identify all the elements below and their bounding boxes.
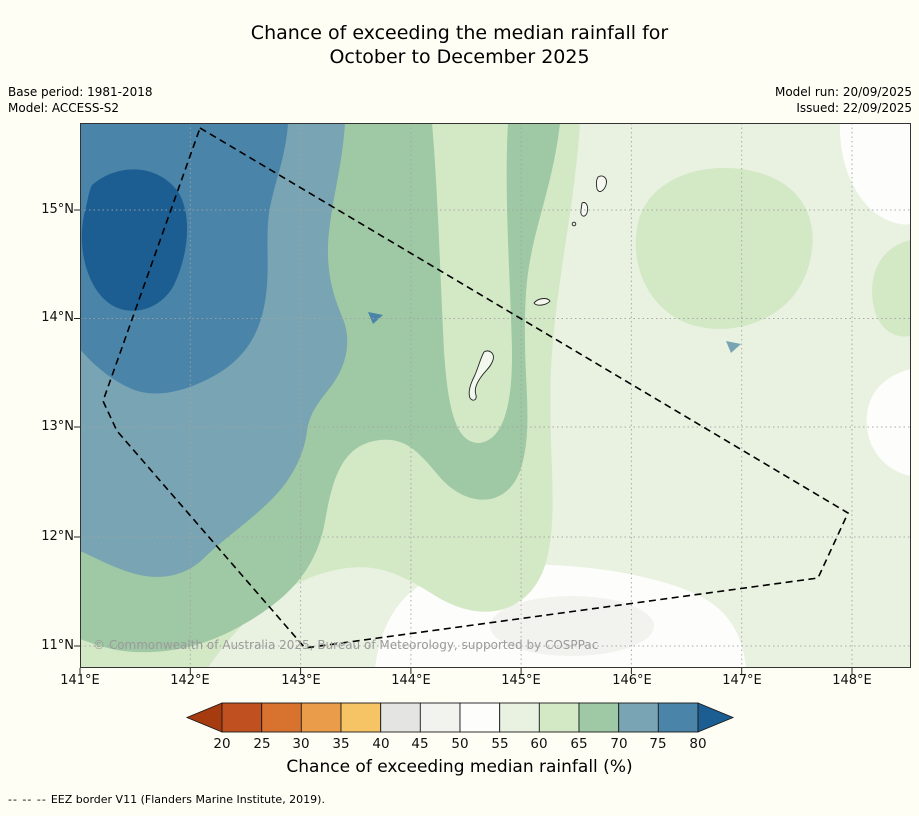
lon-tick-label: 148°E	[832, 673, 872, 688]
lat-tick-label: 14°N	[41, 310, 74, 325]
cbar-tick-label: 25	[253, 736, 271, 752]
chart-title-line1: Chance of exceeding the median rainfall …	[250, 22, 669, 44]
contour-speck-west	[368, 312, 383, 324]
cbar-cell-25-30	[261, 702, 302, 733]
small-island-coastline	[571, 221, 577, 227]
cbar-cell-30-35	[300, 702, 342, 733]
cbar-tick-label: 80	[689, 736, 707, 752]
meta-left: Base period: 1981-2018 Model: ACCESS-S2	[8, 84, 153, 116]
cbar-tick-label: 40	[372, 736, 390, 752]
lon-tick-label: 142°E	[170, 673, 210, 688]
chart-title-line2: October to December 2025	[329, 46, 590, 68]
eez-legend: -- -- -- EEZ border V11 (Flanders Marine …	[8, 793, 325, 806]
contour-60-65-northeast-blob	[635, 167, 813, 329]
base-period-text: Base period: 1981-2018	[8, 85, 153, 99]
cbar-cell-40-45	[380, 702, 421, 733]
cbar-cell-50-55	[459, 702, 501, 733]
lon-tick-label: 141°E	[60, 673, 100, 688]
eez-dash-sample: -- -- --	[8, 793, 47, 806]
contour-fills	[80, 123, 911, 668]
contour-50-55-east-mid	[866, 369, 911, 476]
colorbar-cells	[185, 702, 735, 733]
cbar-arrow-over-80	[697, 702, 735, 733]
cbar-tick-label: 30	[292, 736, 310, 752]
rota-coastline	[533, 298, 551, 306]
cbar-cell-60-65	[538, 702, 580, 733]
cbar-cell-55-60	[499, 702, 540, 733]
model-text: Model: ACCESS-S2	[8, 101, 120, 115]
lat-tick-label: 11°N	[41, 638, 74, 653]
cbar-cell-65-70	[578, 702, 620, 733]
plot-border	[80, 123, 911, 668]
eez-legend-label: EEZ border V11 (Flanders Marine Institut…	[50, 793, 325, 806]
lat-tick-label: 12°N	[41, 529, 74, 544]
cbar-cell-20-25	[221, 702, 263, 733]
cbar-tick-label: 45	[411, 736, 429, 752]
cbar-tick-label: 65	[570, 736, 588, 752]
lon-tick-label: 145°E	[501, 673, 541, 688]
axis-ticks	[74, 209, 853, 674]
saipan-coastline	[595, 175, 607, 192]
contour-50-55-northeast	[839, 123, 911, 225]
contour-speck-east	[726, 341, 741, 353]
cbar-cell-75-80	[657, 702, 699, 733]
gridlines	[80, 123, 911, 668]
eez-border-line	[102, 126, 850, 649]
colorbar	[185, 702, 735, 733]
cbar-cell-70-75	[618, 702, 659, 733]
meta-right: Model run: 20/09/2025 Issued: 22/09/2025	[775, 84, 912, 116]
cbar-tick-label: 55	[491, 736, 509, 752]
tinian-coastline	[580, 202, 589, 217]
model-run-text: Model run: 20/09/2025	[774, 85, 912, 99]
issued-text: Issued: 22/09/2025	[796, 101, 912, 115]
cbar-tick-label: 60	[530, 736, 548, 752]
contour-80-plus	[81, 169, 188, 311]
cbar-cell-35-40	[340, 702, 382, 733]
island-coastlines	[468, 175, 607, 401]
guam-coastline	[468, 350, 494, 401]
cbar-tick-label: 35	[332, 736, 350, 752]
contour-45-50-south-core	[490, 596, 654, 656]
lat-tick-label: 13°N	[41, 419, 74, 434]
cbar-cell-45-50	[419, 702, 461, 733]
cbar-tick-label: 75	[649, 736, 667, 752]
lon-tick-label: 146°E	[612, 673, 652, 688]
lat-tick-label: 15°N	[41, 202, 74, 217]
lon-tick-label: 143°E	[281, 673, 321, 688]
lon-tick-label: 144°E	[391, 673, 431, 688]
cbar-tick-label: 20	[213, 736, 231, 752]
contour-60-65-east-edge	[872, 240, 911, 337]
cbar-arrow-under-20	[185, 702, 223, 733]
lon-tick-label: 147°E	[722, 673, 762, 688]
chart-title: Chance of exceeding the median rainfall …	[0, 21, 919, 69]
copyright-watermark: © Commonwealth of Australia 2025, Bureau…	[93, 638, 599, 652]
colorbar-title: Chance of exceeding median rainfall (%)	[286, 757, 633, 777]
cbar-tick-label: 70	[610, 736, 628, 752]
map-plot	[74, 123, 911, 674]
cbar-tick-label: 50	[451, 736, 469, 752]
